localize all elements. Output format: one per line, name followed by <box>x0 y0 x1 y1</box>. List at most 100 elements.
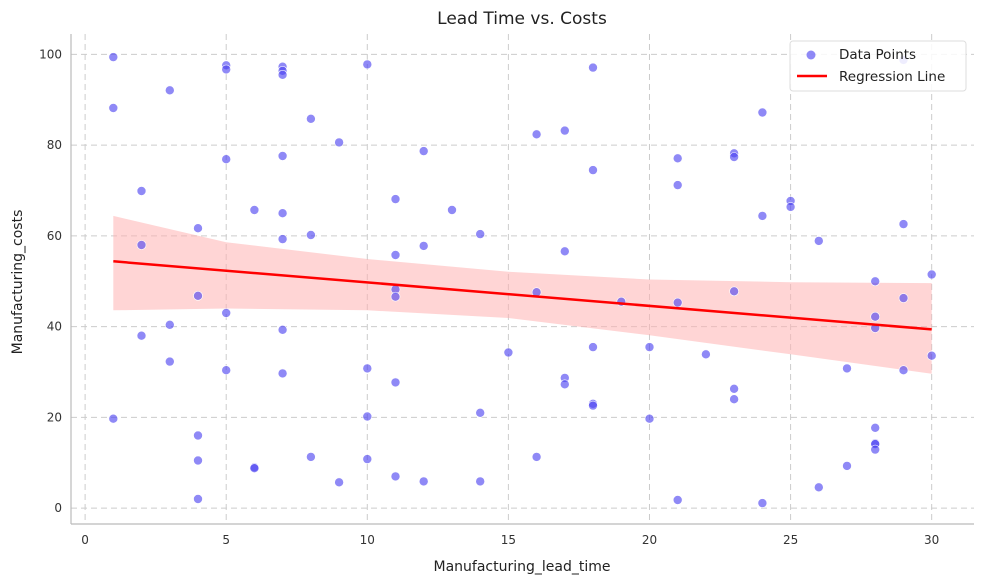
x-axis-label: Manufacturing_lead_time <box>434 559 611 575</box>
x-tick-label: 20 <box>642 533 657 547</box>
regression-line-group <box>113 260 932 331</box>
data-point <box>418 241 429 251</box>
data-point <box>277 208 288 218</box>
regression-line <box>113 260 932 331</box>
x-tick-label: 0 <box>81 533 89 547</box>
data-point <box>729 152 739 162</box>
data-point <box>165 319 175 330</box>
legend-label-regression-line: Regression Line <box>839 69 945 85</box>
legend-marker-data-points <box>806 50 816 60</box>
data-point <box>898 293 909 303</box>
data-point <box>362 411 373 422</box>
data-point <box>672 297 683 308</box>
data-point <box>306 114 316 124</box>
data-point <box>390 377 401 388</box>
data-point <box>475 229 486 239</box>
data-point <box>165 356 175 367</box>
data-point <box>644 413 655 424</box>
x-tick-label: 25 <box>783 533 798 547</box>
data-point <box>136 186 147 196</box>
data-point <box>870 444 881 455</box>
data-point <box>221 365 231 376</box>
data-point <box>334 477 344 488</box>
data-point <box>362 454 373 464</box>
data-point <box>757 498 768 508</box>
y-tick-label: 20 <box>47 410 62 424</box>
data-point <box>588 62 598 73</box>
data-point <box>108 413 119 424</box>
data-point <box>870 276 881 287</box>
data-point <box>672 495 683 505</box>
data-point <box>277 151 288 161</box>
data-point <box>559 125 570 136</box>
legend-label-data-points: Data Points <box>839 47 916 63</box>
data-point <box>390 250 401 260</box>
data-point <box>193 494 203 504</box>
data-point <box>757 107 768 118</box>
data-point <box>221 64 231 75</box>
data-point <box>588 165 598 175</box>
data-point <box>898 365 909 376</box>
data-point <box>165 85 175 96</box>
x-tick-label: 10 <box>360 533 375 547</box>
data-point <box>277 368 288 379</box>
data-point <box>729 286 739 297</box>
y-tick-label: 40 <box>47 320 62 334</box>
legend: Data Points Regression Line <box>789 40 967 92</box>
data-point <box>306 230 316 240</box>
data-point <box>672 180 683 190</box>
y-tick-label: 0 <box>54 501 62 515</box>
data-point <box>249 463 260 474</box>
data-point <box>193 290 203 301</box>
data-point <box>588 400 598 411</box>
data-point <box>447 205 457 215</box>
data-point <box>108 52 119 62</box>
data-point <box>701 349 711 360</box>
y-tick-label: 60 <box>47 229 62 243</box>
x-tick-labels: 0 5 10 15 20 25 30 <box>81 533 939 547</box>
data-point <box>926 269 937 280</box>
data-point <box>559 379 570 390</box>
scatter-points <box>108 52 937 508</box>
data-point <box>362 59 373 70</box>
data-point <box>390 291 401 302</box>
data-point <box>334 137 344 148</box>
y-tick-label: 80 <box>47 138 62 152</box>
x-tick-label: 5 <box>222 533 230 547</box>
data-point <box>108 103 119 113</box>
data-point <box>531 452 542 462</box>
data-point <box>813 482 824 493</box>
data-point <box>588 342 598 352</box>
data-point <box>503 347 514 358</box>
chart-title: Lead Time vs. Costs <box>437 9 607 29</box>
data-point <box>193 430 203 441</box>
data-point <box>390 471 401 482</box>
y-tick-label: 100 <box>39 47 62 61</box>
data-point <box>898 219 909 229</box>
data-point <box>193 455 203 466</box>
y-axis-label: Manufacturing_costs <box>10 210 26 355</box>
data-point <box>842 363 852 374</box>
data-point <box>672 153 683 164</box>
data-point <box>390 194 401 204</box>
data-point <box>842 461 852 471</box>
data-point <box>221 308 231 318</box>
x-tick-label: 30 <box>924 533 939 547</box>
data-point <box>277 234 288 244</box>
data-point <box>870 311 881 322</box>
data-point <box>475 407 486 418</box>
data-point <box>644 342 655 352</box>
data-point <box>475 476 486 487</box>
data-point <box>221 154 231 164</box>
y-tick-labels: 0 20 40 60 80 100 <box>39 47 62 515</box>
data-point <box>757 211 768 221</box>
data-point <box>277 70 288 80</box>
data-point <box>729 383 739 394</box>
data-point <box>249 205 260 215</box>
data-point <box>136 330 147 341</box>
data-point <box>729 394 739 405</box>
data-point <box>418 476 429 487</box>
data-point <box>559 246 570 257</box>
data-point <box>531 129 542 140</box>
